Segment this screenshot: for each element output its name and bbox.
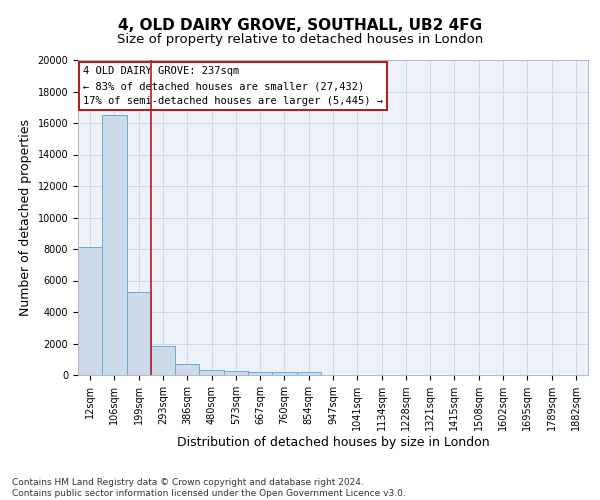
- Bar: [224, 371, 248, 375]
- Text: Size of property relative to detached houses in London: Size of property relative to detached ho…: [117, 32, 483, 46]
- Text: Contains HM Land Registry data © Crown copyright and database right 2024.
Contai: Contains HM Land Registry data © Crown c…: [12, 478, 406, 498]
- Text: 4, OLD DAIRY GROVE, SOUTHALL, UB2 4FG: 4, OLD DAIRY GROVE, SOUTHALL, UB2 4FG: [118, 18, 482, 32]
- Bar: [272, 372, 296, 375]
- Bar: [175, 364, 199, 375]
- Bar: [151, 346, 175, 375]
- Bar: [127, 292, 151, 375]
- Bar: [248, 372, 272, 375]
- Bar: [102, 115, 127, 375]
- Bar: [199, 370, 224, 375]
- X-axis label: Distribution of detached houses by size in London: Distribution of detached houses by size …: [176, 436, 490, 449]
- Y-axis label: Number of detached properties: Number of detached properties: [19, 119, 32, 316]
- Bar: [78, 248, 102, 375]
- Bar: [296, 372, 321, 375]
- Text: 4 OLD DAIRY GROVE: 237sqm
← 83% of detached houses are smaller (27,432)
17% of s: 4 OLD DAIRY GROVE: 237sqm ← 83% of detac…: [83, 66, 383, 106]
